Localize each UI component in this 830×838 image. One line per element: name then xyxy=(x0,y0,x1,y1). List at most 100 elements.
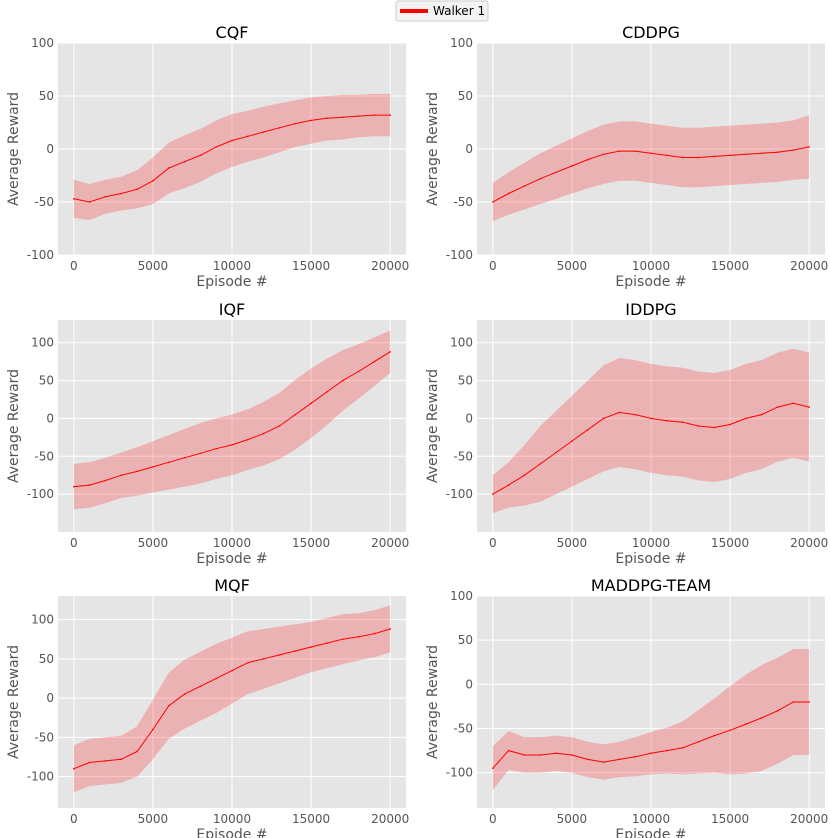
data-point xyxy=(492,767,494,770)
data-point xyxy=(120,192,123,195)
chart-title: CQF xyxy=(216,23,249,42)
data-point xyxy=(310,119,312,122)
data-point xyxy=(650,417,652,420)
data-point xyxy=(745,723,747,725)
data-point xyxy=(247,438,249,441)
x-tick-label: 0 xyxy=(70,536,78,550)
y-tick-label: 50 xyxy=(458,633,473,647)
y-tick-label: -50 xyxy=(34,195,54,209)
x-tick-label: 10000 xyxy=(213,259,251,273)
x-axis-label: Episode # xyxy=(196,274,267,290)
series-band xyxy=(73,605,391,793)
data-point xyxy=(73,485,75,488)
data-point xyxy=(357,636,360,638)
y-tick-label: -100 xyxy=(27,248,54,262)
x-tick-label: 15000 xyxy=(292,259,330,273)
data-point xyxy=(792,402,795,405)
y-tick-label: 0 xyxy=(465,411,473,425)
x-tick-label: 0 xyxy=(489,536,497,550)
x-tick-label: 5000 xyxy=(138,812,169,826)
data-point xyxy=(492,201,494,203)
chart-title: IQF xyxy=(219,300,246,319)
y-axis-label: Average Reward xyxy=(6,369,22,483)
data-point xyxy=(326,117,328,120)
series-band xyxy=(73,93,391,220)
data-point xyxy=(729,729,731,732)
x-tick-label: 0 xyxy=(489,259,497,273)
data-point xyxy=(539,463,542,465)
data-point xyxy=(104,195,107,198)
data-point xyxy=(310,402,312,405)
y-axis-label: Average Reward xyxy=(425,369,441,483)
data-point xyxy=(586,428,589,431)
data-point xyxy=(729,154,731,157)
data-point xyxy=(792,701,795,703)
data-point xyxy=(152,180,154,182)
data-point xyxy=(507,192,510,195)
data-point xyxy=(88,484,91,486)
data-point xyxy=(247,661,249,664)
data-point xyxy=(776,151,779,153)
data-point xyxy=(650,752,652,755)
data-point xyxy=(278,127,281,129)
y-tick-label: -100 xyxy=(27,487,54,501)
x-tick-label: 15000 xyxy=(711,812,749,826)
chart-title: MADDPG-TEAM xyxy=(591,576,711,595)
series-band xyxy=(492,348,810,514)
data-point xyxy=(808,406,810,408)
x-tick-label: 15000 xyxy=(292,812,330,826)
y-tick-label: 100 xyxy=(31,336,54,350)
legend-box xyxy=(395,0,489,22)
data-point xyxy=(88,761,91,764)
y-tick-label: -50 xyxy=(34,449,54,463)
data-point xyxy=(231,139,233,142)
data-point xyxy=(713,155,716,158)
data-point xyxy=(666,419,668,422)
x-tick-label: 20000 xyxy=(790,812,828,826)
data-point xyxy=(341,116,344,118)
data-point xyxy=(539,177,542,180)
data-point xyxy=(104,760,107,762)
data-point xyxy=(199,452,202,455)
data-point xyxy=(713,426,716,429)
y-tick-label: 0 xyxy=(46,411,54,425)
data-point xyxy=(341,379,344,382)
x-axis-label: Episode # xyxy=(196,827,267,838)
x-tick-label: 20000 xyxy=(371,812,409,826)
x-tick-label: 15000 xyxy=(711,259,749,273)
y-tick-label: 50 xyxy=(39,652,54,666)
y-tick-label: 50 xyxy=(458,374,473,388)
x-tick-label: 5000 xyxy=(557,536,588,550)
data-point xyxy=(760,413,763,416)
y-tick-label: 100 xyxy=(450,36,473,50)
x-tick-label: 5000 xyxy=(557,259,588,273)
x-tick-label: 20000 xyxy=(371,259,409,273)
y-tick-label: 0 xyxy=(46,691,54,705)
data-point xyxy=(357,115,360,117)
data-point xyxy=(571,754,573,756)
data-point xyxy=(745,417,747,420)
data-point xyxy=(104,479,107,482)
data-point xyxy=(167,705,170,707)
data-point xyxy=(776,710,779,712)
data-point xyxy=(183,457,186,459)
data-point xyxy=(555,451,557,454)
data-point xyxy=(634,413,636,416)
data-point xyxy=(492,493,494,495)
data-point xyxy=(373,114,376,116)
data-point xyxy=(215,447,217,450)
data-point xyxy=(373,632,376,635)
data-point xyxy=(571,165,573,167)
data-point xyxy=(571,440,573,442)
data-point xyxy=(120,758,123,761)
data-point xyxy=(681,156,684,159)
x-tick-label: 5000 xyxy=(138,259,169,273)
y-tick-label: -50 xyxy=(453,449,473,463)
data-point xyxy=(507,749,510,752)
chart-panel-6: -100 -50 0 50 100 0 5000 10000 15000 20000 MADDPG-… xyxy=(425,576,828,838)
data-point xyxy=(389,114,391,116)
x-axis-label: Episode # xyxy=(615,274,686,290)
y-tick-label: 100 xyxy=(450,589,473,603)
data-point xyxy=(523,474,526,477)
data-point xyxy=(215,146,217,148)
